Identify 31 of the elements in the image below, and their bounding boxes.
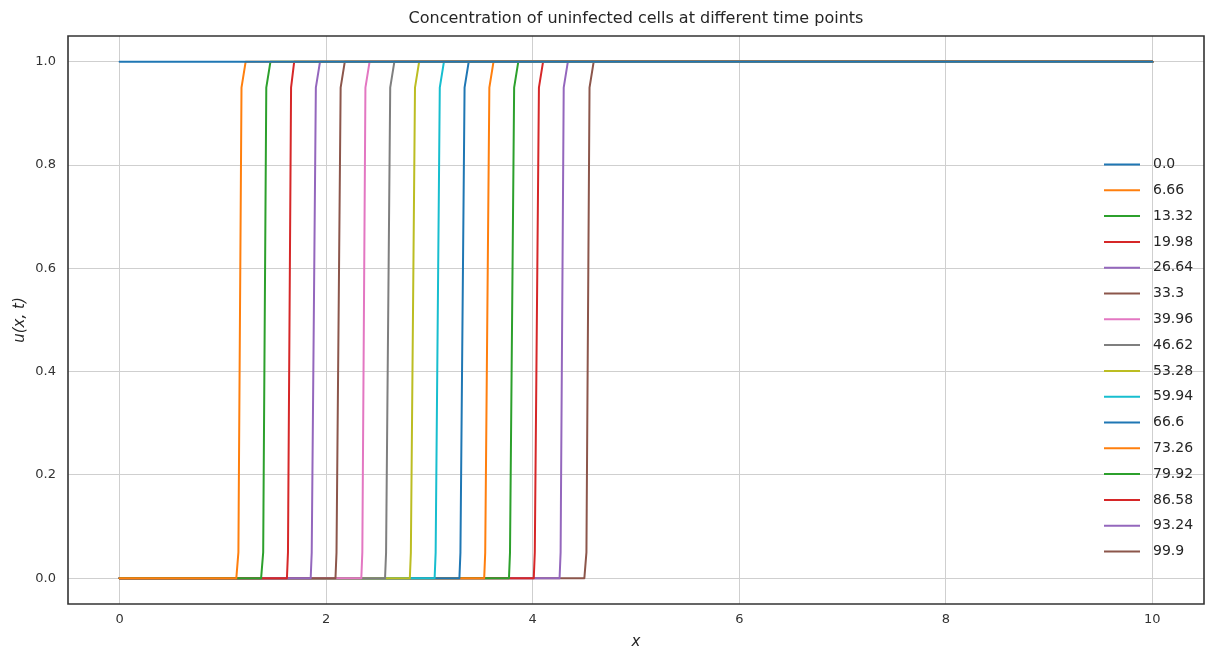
y-tick-label: 0.0 [35,569,56,585]
chart-title: Concentration of uninfected cells at different time points [408,8,864,28]
legend-label: 39.96 [1153,309,1194,326]
x-axis-title: x [630,631,641,650]
legend-label: 93.24 [1153,516,1194,533]
y-tick-label: 1.0 [35,53,56,69]
legend-label: 86.58 [1153,490,1194,507]
legend-label: 73.26 [1153,438,1194,455]
y-tick-label: 0.6 [35,259,56,275]
x-tick-label: 4 [528,611,537,627]
y-tick-label: 0.8 [35,156,56,172]
legend-label: 79.92 [1153,464,1194,481]
y-tick-label: 0.4 [35,363,56,379]
legend-label: 53.28 [1153,361,1194,378]
legend-label: 33.3 [1153,284,1185,301]
legend-label: 6.66 [1153,180,1185,197]
x-tick-label: 8 [941,611,950,627]
legend-label: 66.6 [1153,413,1185,430]
legend-label: 99.9 [1153,542,1185,559]
legend-label: 46.62 [1153,335,1194,352]
legend-label: 13.32 [1153,206,1194,223]
x-tick-label: 6 [735,611,744,627]
x-tick-label: 10 [1144,611,1161,627]
legend-label: 0.0 [1153,155,1176,172]
x-tick-label: 2 [322,611,331,627]
legend-label: 59.94 [1153,387,1194,404]
y-axis-title: u(x, t) [9,297,28,343]
y-tick-label: 0.2 [35,466,56,482]
legend-label: 19.98 [1153,232,1194,249]
x-tick-label: 0 [115,611,124,627]
legend-label: 26.64 [1153,258,1194,275]
